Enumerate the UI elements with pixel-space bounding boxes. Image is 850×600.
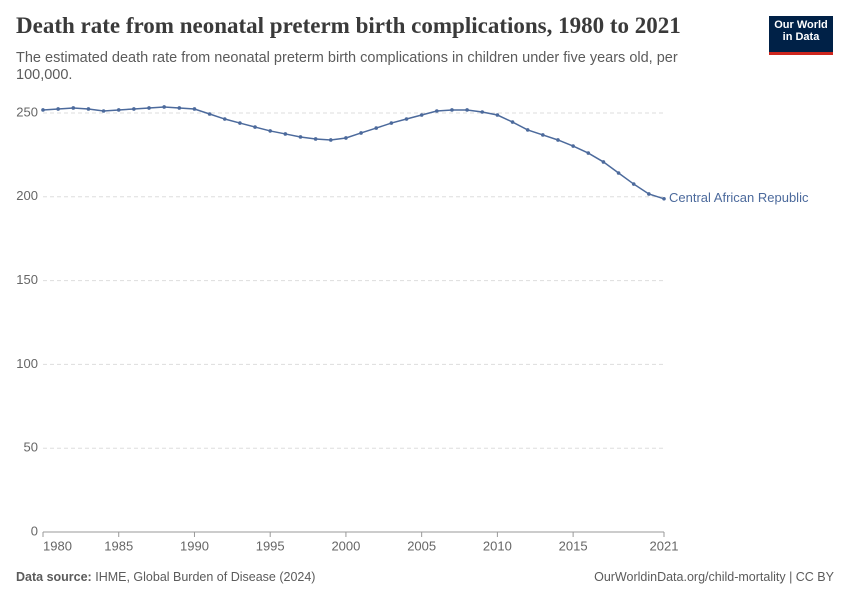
y-tick-label: 250 [16, 104, 38, 119]
point [510, 120, 515, 124]
point [389, 121, 394, 125]
point [465, 108, 469, 112]
point [344, 136, 348, 140]
x-tick-label: 2000 [331, 538, 360, 553]
point [586, 151, 591, 155]
chart-subtitle: The estimated death rate from neonatal p… [16, 50, 678, 83]
footer-source: Data source: IHME, Global Burden of Dise… [16, 570, 315, 584]
point [631, 182, 636, 186]
point [222, 117, 227, 121]
y-tick-label: 200 [16, 188, 38, 203]
source-label: Data source: [16, 570, 92, 584]
point [435, 109, 439, 113]
x-tick-label: 1995 [256, 538, 285, 553]
point [313, 137, 318, 141]
x-tick-label: 1985 [104, 538, 133, 553]
point [192, 107, 197, 111]
point [268, 129, 272, 133]
point [147, 106, 151, 110]
x-tick-label: 2021 [650, 538, 679, 553]
point [86, 107, 91, 111]
point [601, 160, 606, 164]
point [450, 108, 454, 112]
point [647, 192, 651, 196]
point [207, 112, 212, 116]
point [419, 113, 424, 117]
point [404, 117, 409, 121]
point [253, 125, 257, 129]
point [374, 126, 379, 130]
point [41, 108, 45, 112]
footer-right[interactable]: OurWorldinData.org/child-mortality | CC … [594, 570, 834, 584]
point [132, 107, 136, 111]
source: IHME, Global Burden of Disease (2024) [95, 570, 316, 584]
point [71, 106, 76, 110]
point [283, 132, 288, 136]
point [495, 113, 500, 117]
x-tick-label: 2010 [483, 538, 512, 553]
point [571, 144, 575, 148]
x-tick-label: 1980 [43, 538, 72, 553]
line [42, 106, 665, 200]
series-label: Central African Republic [669, 190, 809, 205]
point [480, 110, 485, 114]
point [328, 138, 333, 142]
point [116, 108, 121, 112]
point [556, 138, 560, 142]
point [662, 197, 666, 201]
x-tick-label: 1990 [180, 538, 209, 553]
chart-title: Death rate from neonatal preterm birth c… [16, 13, 681, 38]
point [56, 107, 60, 111]
x-tick-label: 2015 [559, 538, 588, 553]
point [162, 105, 166, 109]
point [177, 106, 182, 110]
point [238, 121, 242, 125]
logo[interactable]: Our World in Data [769, 16, 833, 55]
y-tick-label: 0 [31, 523, 38, 538]
y-tick-label: 150 [16, 272, 38, 287]
y-tick-label: 50 [24, 440, 38, 455]
x-tick-label: 2005 [407, 538, 436, 553]
point [525, 128, 530, 132]
point [298, 135, 303, 139]
logo-line: in Data [782, 31, 820, 43]
point [616, 171, 621, 175]
point [101, 109, 106, 113]
point [359, 131, 363, 135]
logo-line: Our World [774, 19, 828, 31]
y-tick-label: 100 [16, 356, 38, 371]
point [541, 133, 545, 137]
